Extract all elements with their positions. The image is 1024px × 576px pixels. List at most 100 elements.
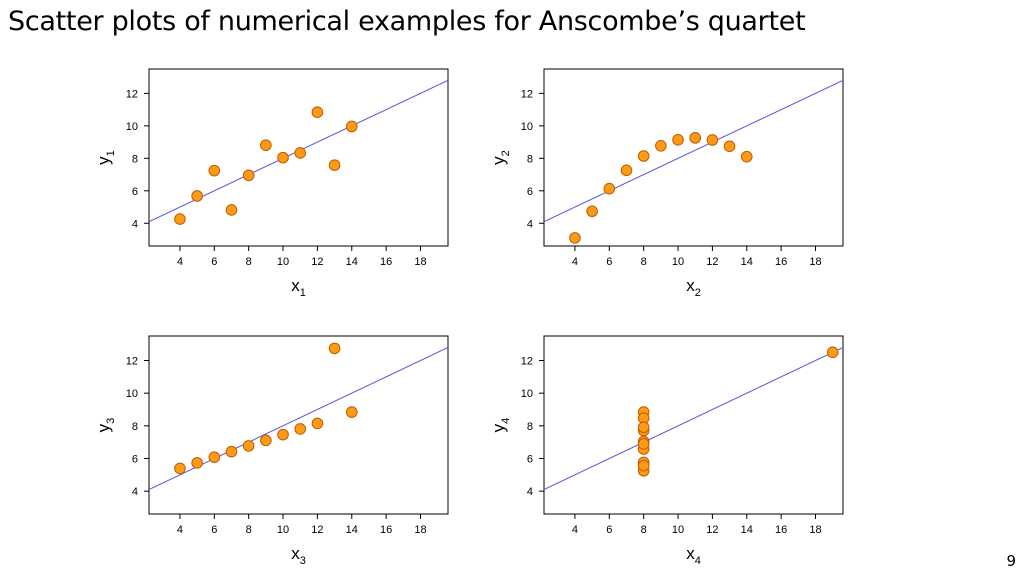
data-point xyxy=(174,462,186,475)
data-point xyxy=(723,140,736,153)
x-tick-label: 4 xyxy=(572,524,578,536)
y-axis-label-subscript: 2 xyxy=(500,150,512,156)
data-point xyxy=(637,421,650,434)
data-point xyxy=(620,164,633,177)
x-tick-label: 16 xyxy=(380,524,392,536)
plot-frame xyxy=(148,335,449,515)
data-point xyxy=(277,151,289,164)
x-tick-label: 6 xyxy=(211,524,217,536)
y-tick-label: 12 xyxy=(126,355,138,367)
x-tick-label: 16 xyxy=(775,256,787,268)
data-point xyxy=(208,164,221,177)
x-tick-label: 8 xyxy=(246,524,252,536)
data-point xyxy=(345,406,358,418)
plot-frame xyxy=(543,68,844,247)
data-point xyxy=(225,445,238,458)
x-tick-label: 10 xyxy=(277,256,289,268)
x-tick-label: 8 xyxy=(641,524,647,536)
x-axis-label: x1 xyxy=(291,276,306,299)
x-axis-label: x3 xyxy=(291,544,306,567)
x-tick-label: 10 xyxy=(672,524,684,536)
data-point xyxy=(208,451,221,463)
data-point xyxy=(260,434,272,447)
x-tick-label: 14 xyxy=(346,256,358,268)
data-point xyxy=(637,459,650,472)
x-tick-label: 14 xyxy=(741,256,753,268)
y-tick-label: 6 xyxy=(527,453,533,465)
y-tick-label: 10 xyxy=(126,388,138,400)
data-point xyxy=(294,423,307,435)
x-tick-label: 12 xyxy=(706,256,718,268)
slide-title: Scatter plots of numerical examples for … xyxy=(8,6,806,37)
x-tick-label: 18 xyxy=(414,524,426,536)
y-tick-label: 12 xyxy=(521,88,533,100)
data-point xyxy=(191,457,203,469)
y-tick-label: 4 xyxy=(527,218,533,230)
x-tick-label: 18 xyxy=(809,524,821,536)
data-point xyxy=(311,417,324,430)
data-point xyxy=(242,169,255,182)
scatter-panel-3: 4 6 8 10 12 14 16 18 4 6 8 10 12 x3 y3 xyxy=(94,335,449,567)
data-point xyxy=(655,140,667,152)
x-tick-label: 14 xyxy=(741,524,753,536)
y-tick-label: 6 xyxy=(132,186,138,198)
scatter-panel-1: 4 6 8 10 12 14 16 18 4 6 8 10 12 x1 y1 xyxy=(94,68,449,299)
x-tick-label: 6 xyxy=(211,256,217,268)
x-tick-label: 8 xyxy=(246,256,252,268)
y-axis-label: y4 xyxy=(489,418,512,433)
data-point xyxy=(637,438,650,450)
x-axis-label-subscript: 2 xyxy=(695,287,701,299)
data-point xyxy=(260,139,272,151)
x-axis-label: x2 xyxy=(686,276,701,299)
data-point xyxy=(345,120,358,133)
y-tick-label: 8 xyxy=(527,153,533,165)
data-point xyxy=(706,134,719,146)
data-point xyxy=(191,190,203,202)
data-point xyxy=(225,204,238,216)
data-point xyxy=(569,232,581,244)
x-axis-label: x4 xyxy=(686,544,701,567)
y-tick-label: 10 xyxy=(126,121,138,133)
regression-line xyxy=(544,346,843,490)
x-tick-label: 18 xyxy=(414,256,426,268)
x-tick-label: 18 xyxy=(809,256,821,268)
y-axis-label-subscript: 1 xyxy=(105,150,117,156)
x-axis-label-subscript: 3 xyxy=(300,555,306,567)
y-tick-label: 8 xyxy=(132,153,138,165)
data-point xyxy=(174,213,186,225)
plot-frame xyxy=(543,335,844,515)
data-point xyxy=(637,150,650,162)
x-tick-label: 12 xyxy=(311,524,323,536)
data-point xyxy=(311,106,324,118)
y-axis-label-subscript: 4 xyxy=(500,418,512,424)
x-axis-label-subscript: 4 xyxy=(695,555,701,567)
y-tick-label: 10 xyxy=(521,388,533,400)
x-tick-label: 10 xyxy=(277,524,289,536)
y-axis-label: y2 xyxy=(489,150,512,165)
data-point xyxy=(689,132,702,144)
x-tick-label: 12 xyxy=(706,524,718,536)
plot-frame xyxy=(148,68,449,247)
y-axis-label: y3 xyxy=(94,418,117,433)
data-point xyxy=(242,440,255,452)
data-point xyxy=(826,346,839,359)
y-tick-label: 10 xyxy=(521,121,533,133)
data-point xyxy=(586,205,598,218)
y-tick-label: 8 xyxy=(527,421,533,433)
page-number: 9 xyxy=(1006,552,1016,570)
data-point xyxy=(328,342,341,355)
x-tick-label: 4 xyxy=(572,256,578,268)
data-point xyxy=(294,147,307,159)
y-tick-label: 8 xyxy=(132,421,138,433)
y-tick-label: 6 xyxy=(527,186,533,198)
y-tick-label: 12 xyxy=(521,355,533,367)
x-tick-label: 10 xyxy=(672,256,684,268)
x-tick-label: 8 xyxy=(641,256,647,268)
y-axis-label: y1 xyxy=(94,150,117,165)
regression-line xyxy=(544,79,843,223)
data-point xyxy=(603,182,616,195)
x-tick-label: 14 xyxy=(346,524,358,536)
x-tick-label: 4 xyxy=(177,256,183,268)
y-tick-label: 4 xyxy=(132,218,138,230)
